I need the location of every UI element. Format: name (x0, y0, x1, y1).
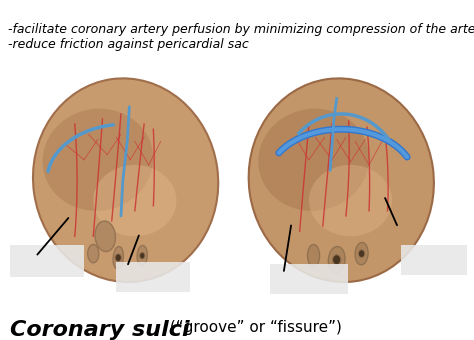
Ellipse shape (137, 245, 147, 266)
FancyBboxPatch shape (10, 245, 84, 277)
FancyBboxPatch shape (401, 245, 467, 275)
Ellipse shape (93, 165, 176, 236)
Text: -facilitate coronary artery perfusion by minimizing compression of the arteries: -facilitate coronary artery perfusion by… (8, 23, 474, 36)
Ellipse shape (332, 255, 341, 265)
Ellipse shape (33, 79, 218, 282)
FancyBboxPatch shape (270, 264, 348, 294)
Text: Coronary sulci: Coronary sulci (10, 320, 190, 340)
Ellipse shape (43, 109, 153, 211)
Ellipse shape (139, 252, 145, 259)
FancyBboxPatch shape (116, 262, 190, 292)
Text: (“groove” or “fissure”): (“groove” or “fissure”) (165, 320, 342, 335)
Text: -reduce friction against pericardial sac: -reduce friction against pericardial sac (8, 38, 249, 51)
Ellipse shape (258, 109, 369, 211)
Ellipse shape (249, 79, 434, 282)
Ellipse shape (95, 221, 116, 252)
Ellipse shape (358, 250, 365, 258)
Ellipse shape (113, 246, 123, 269)
Ellipse shape (88, 244, 99, 263)
Ellipse shape (328, 246, 345, 273)
Ellipse shape (309, 165, 392, 236)
Ellipse shape (355, 242, 368, 265)
Ellipse shape (115, 254, 121, 262)
Ellipse shape (308, 244, 319, 267)
